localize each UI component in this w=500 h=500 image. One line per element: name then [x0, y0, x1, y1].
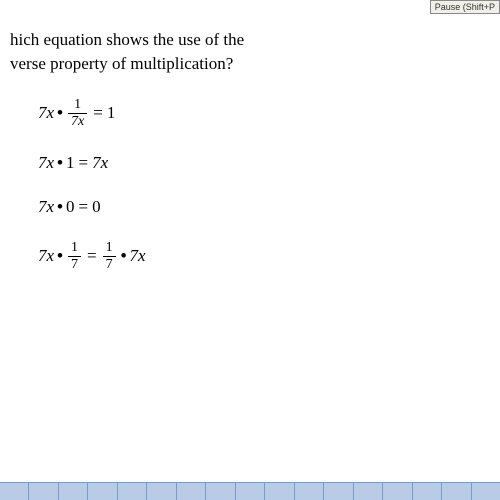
timeline-segment[interactable] [206, 482, 235, 500]
eq1-rhs: 1 [107, 103, 116, 123]
timeline-segment[interactable] [383, 482, 412, 500]
timeline-segment[interactable] [59, 482, 88, 500]
multiply-dot-icon: • [57, 246, 63, 266]
equation-4: 7x • 1 7 = 1 7 • 7x [38, 241, 490, 272]
timeline-segment[interactable] [324, 482, 353, 500]
timeline-segment[interactable] [177, 482, 206, 500]
eq1-lhs: 7x [38, 103, 54, 123]
eq4-fraction-1: 1 7 [68, 241, 81, 272]
timeline-segment[interactable] [29, 482, 58, 500]
eq4-frac2-num: 1 [103, 241, 116, 256]
eq2-lhs: 7x [38, 153, 54, 173]
timeline-segment[interactable] [354, 482, 383, 500]
multiply-dot-icon: • [57, 153, 63, 173]
timeline-segment[interactable] [147, 482, 176, 500]
eq4-frac2-den: 7 [103, 256, 116, 272]
equals-sign: = [93, 103, 103, 123]
question-text: hich equation shows the use of the verse… [10, 28, 490, 76]
eq2-mult: 1 [66, 153, 75, 173]
eq4-fraction-2: 1 7 [103, 241, 116, 272]
timeline-segment[interactable] [413, 482, 442, 500]
equation-2: 7x • 1 = 7x [38, 153, 490, 173]
multiply-dot-icon: • [57, 103, 63, 123]
pause-button[interactable]: Pause (Shift+P [430, 0, 500, 14]
eq4-frac1-den: 7 [68, 256, 81, 272]
eq3-lhs: 7x [38, 197, 54, 217]
eq3-mult: 0 [66, 197, 75, 217]
question-line-1: hich equation shows the use of the [10, 30, 244, 49]
equation-3: 7x • 0 = 0 [38, 197, 490, 217]
equals-sign: = [87, 246, 97, 266]
multiply-dot-icon: • [121, 246, 127, 266]
timeline-segment[interactable] [295, 482, 324, 500]
timeline-segment[interactable] [236, 482, 265, 500]
eq1-frac-den: 7x [68, 113, 87, 129]
eq4-lhs-term: 7x [38, 246, 54, 266]
equals-sign: = [79, 197, 89, 217]
equation-list: 7x • 1 7x = 1 7x • 1 = 7x 7x • 0 = 0 7x … [10, 98, 490, 272]
equation-1: 7x • 1 7x = 1 [38, 98, 490, 129]
timeline-scrubber[interactable] [0, 482, 500, 500]
timeline-segment[interactable] [118, 482, 147, 500]
question-content: hich equation shows the use of the verse… [0, 0, 500, 306]
timeline-segment[interactable] [442, 482, 471, 500]
question-line-2: verse property of multiplication? [10, 54, 233, 73]
timeline-segment[interactable] [0, 482, 29, 500]
eq4-rhs-term: 7x [130, 246, 146, 266]
eq1-fraction: 1 7x [68, 98, 87, 129]
eq1-frac-num: 1 [71, 98, 84, 113]
eq4-frac1-num: 1 [68, 241, 81, 256]
timeline-segment[interactable] [472, 482, 500, 500]
equals-sign: = [79, 153, 89, 173]
eq2-rhs: 7x [92, 153, 108, 173]
multiply-dot-icon: • [57, 197, 63, 217]
eq3-rhs: 0 [92, 197, 101, 217]
timeline-segment[interactable] [88, 482, 117, 500]
timeline-segment[interactable] [265, 482, 294, 500]
